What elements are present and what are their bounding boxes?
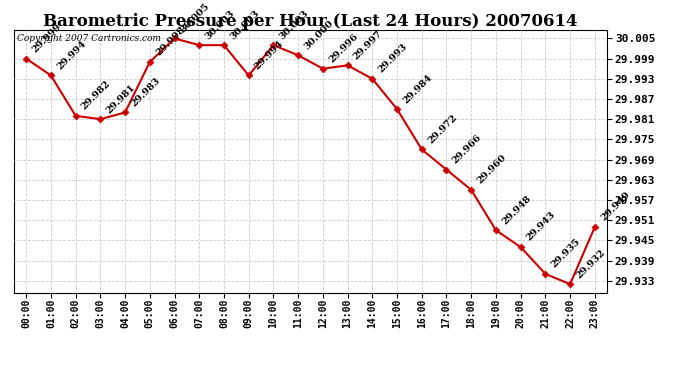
Text: 29.984: 29.984 [401, 72, 434, 105]
Text: Copyright 2007 Cartronics.com: Copyright 2007 Cartronics.com [17, 34, 161, 43]
Text: 30.000: 30.000 [302, 18, 335, 51]
Text: 29.981: 29.981 [104, 82, 137, 115]
Text: 29.998: 29.998 [154, 25, 186, 58]
Text: 29.935: 29.935 [549, 237, 582, 270]
Text: 29.993: 29.993 [377, 42, 409, 75]
Text: 30.003: 30.003 [277, 8, 310, 41]
Text: 29.997: 29.997 [352, 28, 384, 61]
Text: 29.966: 29.966 [451, 133, 483, 165]
Text: 29.949: 29.949 [599, 190, 631, 223]
Text: 29.983: 29.983 [129, 76, 162, 108]
Text: 29.948: 29.948 [500, 194, 533, 226]
Text: 29.996: 29.996 [327, 32, 359, 64]
Text: 29.972: 29.972 [426, 113, 459, 145]
Text: 30.005: 30.005 [179, 2, 212, 34]
Text: 29.994: 29.994 [253, 39, 286, 71]
Text: 29.994: 29.994 [55, 39, 88, 71]
Title: Barometric Pressure per Hour (Last 24 Hours) 20070614: Barometric Pressure per Hour (Last 24 Ho… [43, 13, 578, 30]
Text: 30.003: 30.003 [204, 8, 236, 41]
Text: 30.003: 30.003 [228, 8, 261, 41]
Text: 29.960: 29.960 [475, 153, 508, 186]
Text: 29.999: 29.999 [30, 22, 63, 54]
Text: 29.982: 29.982 [80, 79, 112, 112]
Text: 29.943: 29.943 [525, 210, 558, 243]
Text: 29.932: 29.932 [574, 247, 607, 280]
